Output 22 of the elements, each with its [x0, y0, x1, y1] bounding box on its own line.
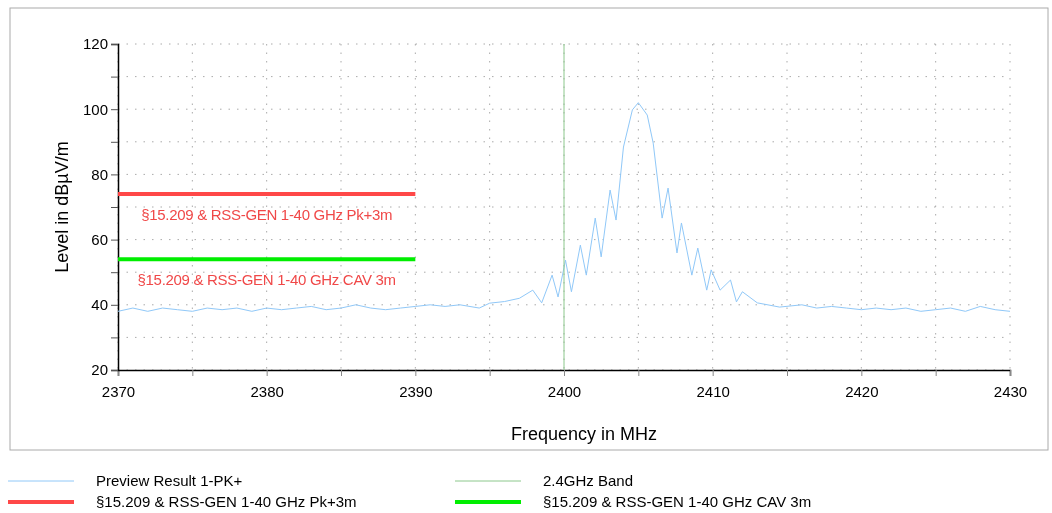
- legend-label: §15.209 & RSS-GEN 1-40 GHz CAV 3m: [543, 493, 812, 510]
- x-tick-label: 2410: [696, 383, 730, 400]
- y-tick-label: 60: [91, 230, 108, 248]
- x-tick-label: 2370: [101, 383, 136, 400]
- x-tick-label: 2420: [845, 383, 879, 400]
- y-tick-label: 80: [91, 165, 108, 183]
- x-tick-label: 2400: [547, 383, 582, 400]
- annotation: §15.209 & RSS-GEN 1-40 GHz Pk+3m: [141, 205, 393, 223]
- y-axis-title: Level in dBµV/m: [52, 141, 72, 273]
- legend-label: §15.209 & RSS-GEN 1-40 GHz Pk+3m: [96, 493, 357, 510]
- annotation: §15.209 & RSS-GEN 1-40 GHz CAV 3m: [137, 271, 396, 289]
- x-axis-title: Frequency in MHz: [510, 424, 658, 444]
- x-tick-label: 2380: [250, 383, 284, 400]
- y-tick-label: 120: [82, 35, 108, 53]
- y-tick-label: 20: [91, 361, 108, 379]
- y-tick-label: 40: [91, 296, 108, 314]
- x-tick-label: 2430: [993, 383, 1028, 400]
- x-tick-label: 2390: [399, 383, 433, 400]
- legend-label: 2.4GHz Band: [543, 472, 634, 489]
- y-tick-label: 100: [82, 100, 108, 118]
- line-series: [117, 102, 1011, 312]
- legend-label: Preview Result 1-PK+: [96, 472, 243, 489]
